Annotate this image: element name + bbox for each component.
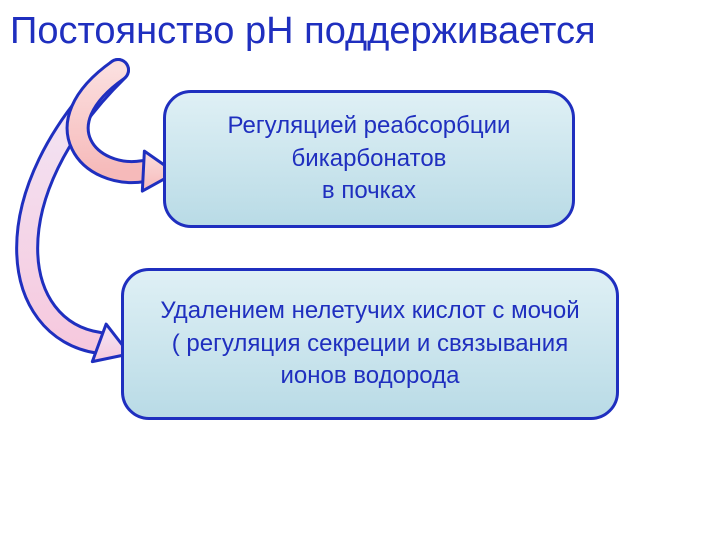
box1-line2: бикарбонатов [292, 145, 447, 172]
box-acid-removal-text: Удалением нелетучих кислот с мочой ( рег… [152, 291, 587, 396]
box1-line3: в почках [322, 177, 416, 204]
box2-line1: Удалением нелетучих кислот с мочой [160, 297, 579, 324]
arrow-to-box1 [78, 70, 176, 191]
box-bicarbonate: Регуляцией реабсорбции бикарбонатов в по… [163, 90, 575, 228]
diagram-stage: Постоянство рН поддерживается Регуляцией… [0, 0, 720, 540]
box-bicarbonate-text: Регуляцией реабсорбции бикарбонатов в по… [220, 106, 519, 211]
box1-line1: Регуляцией реабсорбции [228, 112, 511, 139]
box-acid-removal: Удалением нелетучих кислот с мочой ( рег… [121, 268, 619, 420]
box2-line2: ( регуляция секреции и связывания [172, 330, 568, 357]
box2-line3: ионов водорода [281, 362, 460, 389]
